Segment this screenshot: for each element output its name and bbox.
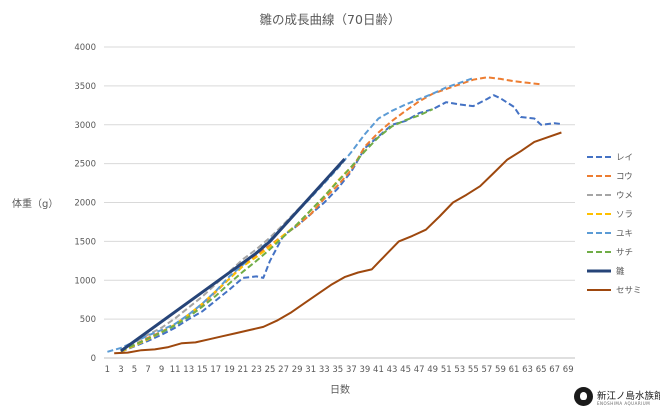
series-line-6 bbox=[120, 157, 346, 353]
x-tick-label: 67 bbox=[549, 365, 560, 375]
y-tick-labels: 0 500 1000 1500 2000 2500 3000 3500 4000 bbox=[74, 43, 96, 364]
penguin-logo-icon bbox=[574, 387, 593, 406]
y-tick-label: 500 bbox=[80, 315, 96, 325]
x-tick-label: 63 bbox=[522, 365, 533, 375]
x-tick-label: 19 bbox=[224, 365, 235, 375]
series-line-5 bbox=[120, 108, 434, 352]
x-tick-label: 3 bbox=[118, 365, 123, 375]
x-tick-label: 37 bbox=[346, 365, 357, 375]
y-axis-label: 体重（g） bbox=[12, 197, 58, 210]
x-tick-label: 53 bbox=[454, 365, 465, 375]
legend-label: コウ bbox=[616, 172, 633, 182]
series-line-2 bbox=[120, 158, 346, 352]
x-tick-label: 69 bbox=[563, 365, 574, 375]
y-tick-label: 2500 bbox=[74, 160, 96, 170]
x-tick-label: 49 bbox=[427, 365, 438, 375]
series-line-0 bbox=[120, 94, 562, 353]
museum-logo: 新江ノ島水族館 ENOSHIMA AQUARIUM bbox=[574, 385, 660, 411]
x-tick-label: 31 bbox=[305, 365, 316, 375]
x-axis-label: 日数 bbox=[330, 383, 350, 396]
y-tick-label: 1500 bbox=[74, 237, 96, 247]
y-tick-label: 3500 bbox=[74, 82, 96, 92]
x-tick-label: 45 bbox=[400, 365, 411, 375]
x-tick-label: 25 bbox=[265, 365, 276, 375]
series-lines bbox=[107, 76, 562, 355]
x-tick-label: 61 bbox=[509, 365, 520, 375]
x-tick-label: 9 bbox=[159, 365, 164, 375]
y-tick-label: 4000 bbox=[74, 43, 96, 53]
legend-label: レイ bbox=[616, 153, 633, 163]
legend-label: セサミ bbox=[616, 286, 642, 296]
legend-label: サチ bbox=[616, 248, 633, 258]
series-line-1 bbox=[120, 76, 542, 352]
x-tick-labels: 1 3 5 7 9 11 13 15 17 19 21 23 25 27 29 31 33 35 37 39 41 43 4… bbox=[105, 365, 574, 375]
x-tick-label: 55 bbox=[468, 365, 479, 375]
y-tick-label: 1000 bbox=[74, 276, 96, 286]
x-tick-label: 11 bbox=[170, 365, 181, 375]
x-tick-label: 21 bbox=[238, 365, 249, 375]
x-tick-label: 17 bbox=[210, 365, 221, 375]
x-tick-label: 29 bbox=[292, 365, 303, 375]
legend-label: ソラ bbox=[616, 210, 633, 220]
series-line-4 bbox=[107, 77, 474, 353]
legend-label: ユキ bbox=[616, 229, 633, 239]
x-tick-label: 27 bbox=[278, 365, 289, 375]
x-tick-label: 41 bbox=[373, 365, 384, 375]
x-tick-label: 33 bbox=[319, 365, 330, 375]
y-tick-label: 3000 bbox=[74, 121, 96, 131]
x-tick-label: 65 bbox=[536, 365, 547, 375]
x-tick-label: 35 bbox=[332, 365, 343, 375]
legend-label: ウメ bbox=[616, 191, 633, 201]
y-tick-label: 0 bbox=[91, 354, 96, 364]
x-tick-label: 7 bbox=[145, 365, 150, 375]
x-tick-label: 5 bbox=[132, 365, 137, 375]
series-line-3 bbox=[120, 166, 353, 353]
x-tick-label: 1 bbox=[105, 365, 110, 375]
x-tick-label: 43 bbox=[387, 365, 398, 375]
x-tick-label: 13 bbox=[183, 365, 194, 375]
legend-label: 雛 bbox=[616, 266, 625, 277]
x-tick-label: 51 bbox=[441, 365, 452, 375]
x-tick-label: 23 bbox=[251, 365, 262, 375]
series-line-7 bbox=[114, 131, 562, 355]
x-tick-label: 47 bbox=[414, 365, 425, 375]
x-tick-label: 57 bbox=[481, 365, 492, 375]
chart-title: 雛の成長曲線（70日齢） bbox=[260, 12, 401, 27]
y-tick-label: 2000 bbox=[74, 199, 96, 209]
x-tick-label: 59 bbox=[495, 365, 506, 375]
x-tick-label: 39 bbox=[359, 365, 370, 375]
x-tick-label: 15 bbox=[197, 365, 208, 375]
